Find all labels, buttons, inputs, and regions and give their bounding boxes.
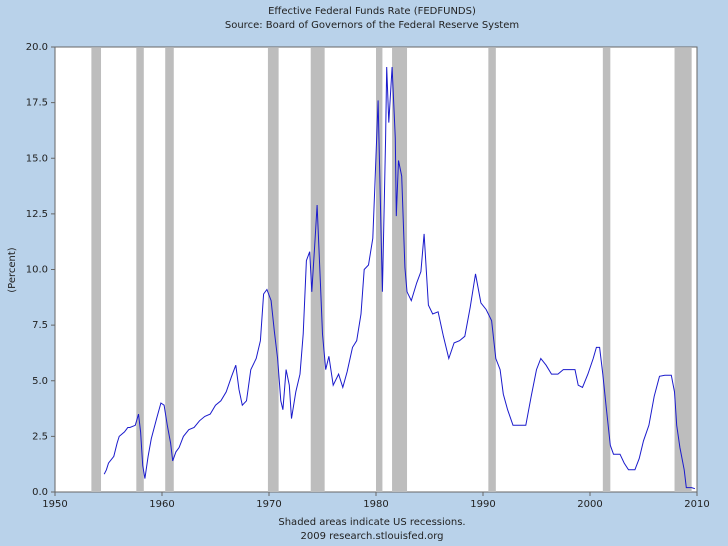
x-tick-label: 2010 <box>684 499 709 510</box>
y-tick-label: 12.5 <box>26 209 48 220</box>
y-tick-label: 7.5 <box>32 320 48 331</box>
recession-band <box>602 48 611 492</box>
x-tick-label: 1970 <box>256 499 281 510</box>
recession-band <box>310 48 325 492</box>
chart-title: Effective Federal Funds Rate (FEDFUNDS) <box>268 6 476 17</box>
recession-band <box>674 48 692 492</box>
rate-line <box>103 66 696 490</box>
y-tick-label: 0.0 <box>32 487 48 498</box>
recession-band <box>136 48 144 492</box>
y-tick-label: 10.0 <box>26 265 48 276</box>
x-tick-label: 1980 <box>363 499 388 510</box>
y-axis-label: (Percent) <box>7 247 18 293</box>
y-tick-label: 20.0 <box>26 42 48 53</box>
y-tick-label: 15.0 <box>26 153 48 164</box>
x-tick-label: 1990 <box>470 499 495 510</box>
recession-band <box>488 48 496 492</box>
y-tick-label: 2.5 <box>32 431 48 442</box>
chart-subtitle: Source: Board of Governors of the Federa… <box>225 20 519 31</box>
x-tick-label: 2000 <box>577 499 602 510</box>
y-tick-label: 17.5 <box>26 98 48 109</box>
recession-band <box>91 48 102 492</box>
x-tick-label: 1950 <box>42 499 67 510</box>
note: Shaded areas indicate US recessions. <box>278 517 465 528</box>
recession-band <box>376 48 383 492</box>
recession-band <box>267 48 279 492</box>
recession-band <box>165 48 174 492</box>
x-tick-label: 1960 <box>149 499 174 510</box>
y-tick-label: 5.0 <box>32 376 48 387</box>
credit: 2009 research.stlouisfed.org <box>300 531 443 542</box>
